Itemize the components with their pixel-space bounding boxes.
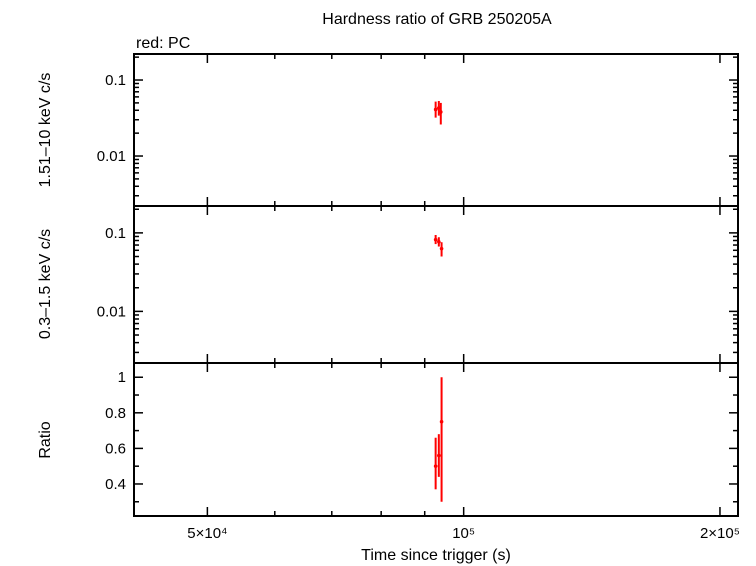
y-tick-label: 0.01	[97, 303, 126, 320]
y-tick-label: 1	[118, 369, 126, 386]
y-tick-label: 0.1	[105, 225, 126, 242]
data-point	[437, 239, 441, 244]
panel-hard-ylabel: 1.51–10 keV c/s	[37, 73, 54, 188]
legend-note: red: PC	[136, 35, 190, 52]
panel-ratio-frame	[133, 362, 739, 517]
data-point	[437, 106, 441, 110]
y-tick-label: 0.6	[105, 440, 126, 457]
data-point	[433, 107, 438, 112]
panel-hard: 1.51–10 keV c/s	[37, 53, 739, 207]
chart-title: Hardness ratio of GRB 250205A	[322, 11, 552, 28]
y-tick-label: 0.8	[105, 405, 126, 422]
panel-ratio-ylabel: Ratio	[37, 421, 54, 458]
data-point	[438, 110, 443, 114]
y-axis-ticks: 0.1 0.01 0.1 0.01 0.4 0.6 0.8 1	[97, 56, 738, 503]
x-tick-label: 2×10⁵	[700, 525, 740, 542]
panel-soft: 0.3–1.5 keV c/s	[37, 205, 739, 364]
data-point	[433, 464, 438, 468]
x-tick-label: 10⁵	[452, 525, 475, 542]
data-point	[439, 246, 444, 251]
data-point	[433, 237, 438, 242]
x-tick-label: 5×10⁴	[187, 525, 227, 542]
panel-soft-frame	[133, 205, 739, 364]
y-tick-label: 0.4	[105, 476, 126, 493]
data-point	[439, 419, 444, 424]
x-axis-label: Time since trigger (s)	[361, 547, 511, 564]
data-point	[437, 453, 441, 458]
x-axis-ticks: 5×10⁴ 10⁵ 2×10⁵	[187, 54, 740, 542]
panel-ratio: Ratio	[37, 362, 739, 517]
panel-hard-frame	[133, 53, 739, 207]
data-marks	[433, 100, 444, 502]
y-tick-label: 0.01	[97, 148, 126, 165]
y-tick-label: 0.1	[105, 72, 126, 89]
panel-soft-ylabel: 0.3–1.5 keV c/s	[37, 229, 54, 339]
